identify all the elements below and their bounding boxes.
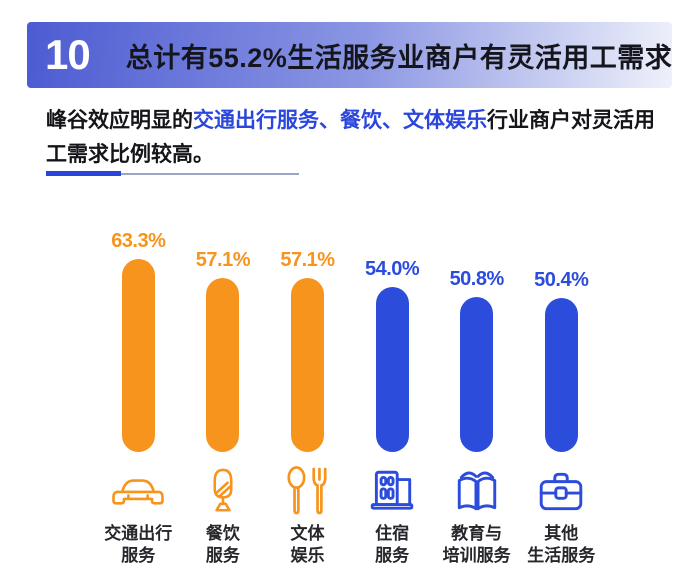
subtitle-plain: 行业商户对灵活用工需求比例较高。 — [46, 109, 655, 166]
underline-thin-segment — [121, 172, 299, 175]
briefcase-icon — [540, 472, 583, 511]
section-header: 10 总计有55.2%生活服务业商户有灵活用工需求 — [27, 22, 672, 88]
category-label: 交通出行 服务 — [104, 524, 173, 565]
category-label: 餐饮 服务 — [205, 524, 240, 565]
underline-accent-segment — [46, 171, 121, 176]
cutlery-icon — [287, 466, 328, 515]
category-label: 住宿 服务 — [375, 524, 410, 565]
category-label: 其他 生活服务 — [527, 524, 596, 565]
bar-value-label: 50.4% — [534, 269, 589, 292]
bar-chart: 63.3% 交通出行 服务 57.1% — [96, 228, 604, 567]
subtitle-underline — [46, 171, 299, 176]
drink-cup-icon — [213, 468, 233, 512]
building-icon — [370, 470, 414, 510]
bar-value-label: 50.8% — [449, 268, 505, 291]
section-number: 10 — [45, 31, 91, 78]
bar-value-label: 63.3% — [111, 229, 166, 252]
category-label: 文体 娱乐 — [290, 524, 325, 565]
bar-value-label: 57.1% — [195, 248, 251, 271]
bar-value-label: 57.1% — [280, 248, 335, 271]
bar — [290, 277, 324, 452]
bar-column-other: 50.4% 其他 生活服务 — [519, 228, 604, 567]
bar-column-transport: 63.3% 交通出行 服务 — [96, 228, 181, 567]
category-label: 教育与 培训服务 — [442, 524, 511, 565]
bar-column-entertainment: 57.1% 文体 娱乐 — [265, 228, 350, 567]
subtitle-highlight: 交通出行服务、餐饮、文体娱乐 — [193, 109, 487, 132]
bar — [544, 298, 578, 452]
bar — [375, 287, 409, 452]
car-icon — [112, 479, 165, 505]
subtitle-text: 峰谷效应明显的交通出行服务、餐饮、文体娱乐行业商户对灵活用工需求比例较高。 — [46, 104, 664, 172]
subtitle-plain: 峰谷效应明显的 — [46, 109, 193, 132]
bar-column-catering: 57.1% 餐饮 服务 — [181, 228, 266, 567]
bar-column-education: 50.8% 教育与 培训服务 — [434, 228, 519, 567]
bar — [460, 297, 494, 452]
bar — [206, 277, 240, 452]
open-book-icon — [457, 471, 496, 511]
bar-column-accommodation: 54.0% 住宿 服务 — [350, 228, 435, 567]
bar-value-label: 54.0% — [364, 258, 420, 281]
page-title: 总计有55.2%生活服务业商户有灵活用工需求 — [125, 42, 673, 73]
bar — [121, 258, 155, 452]
